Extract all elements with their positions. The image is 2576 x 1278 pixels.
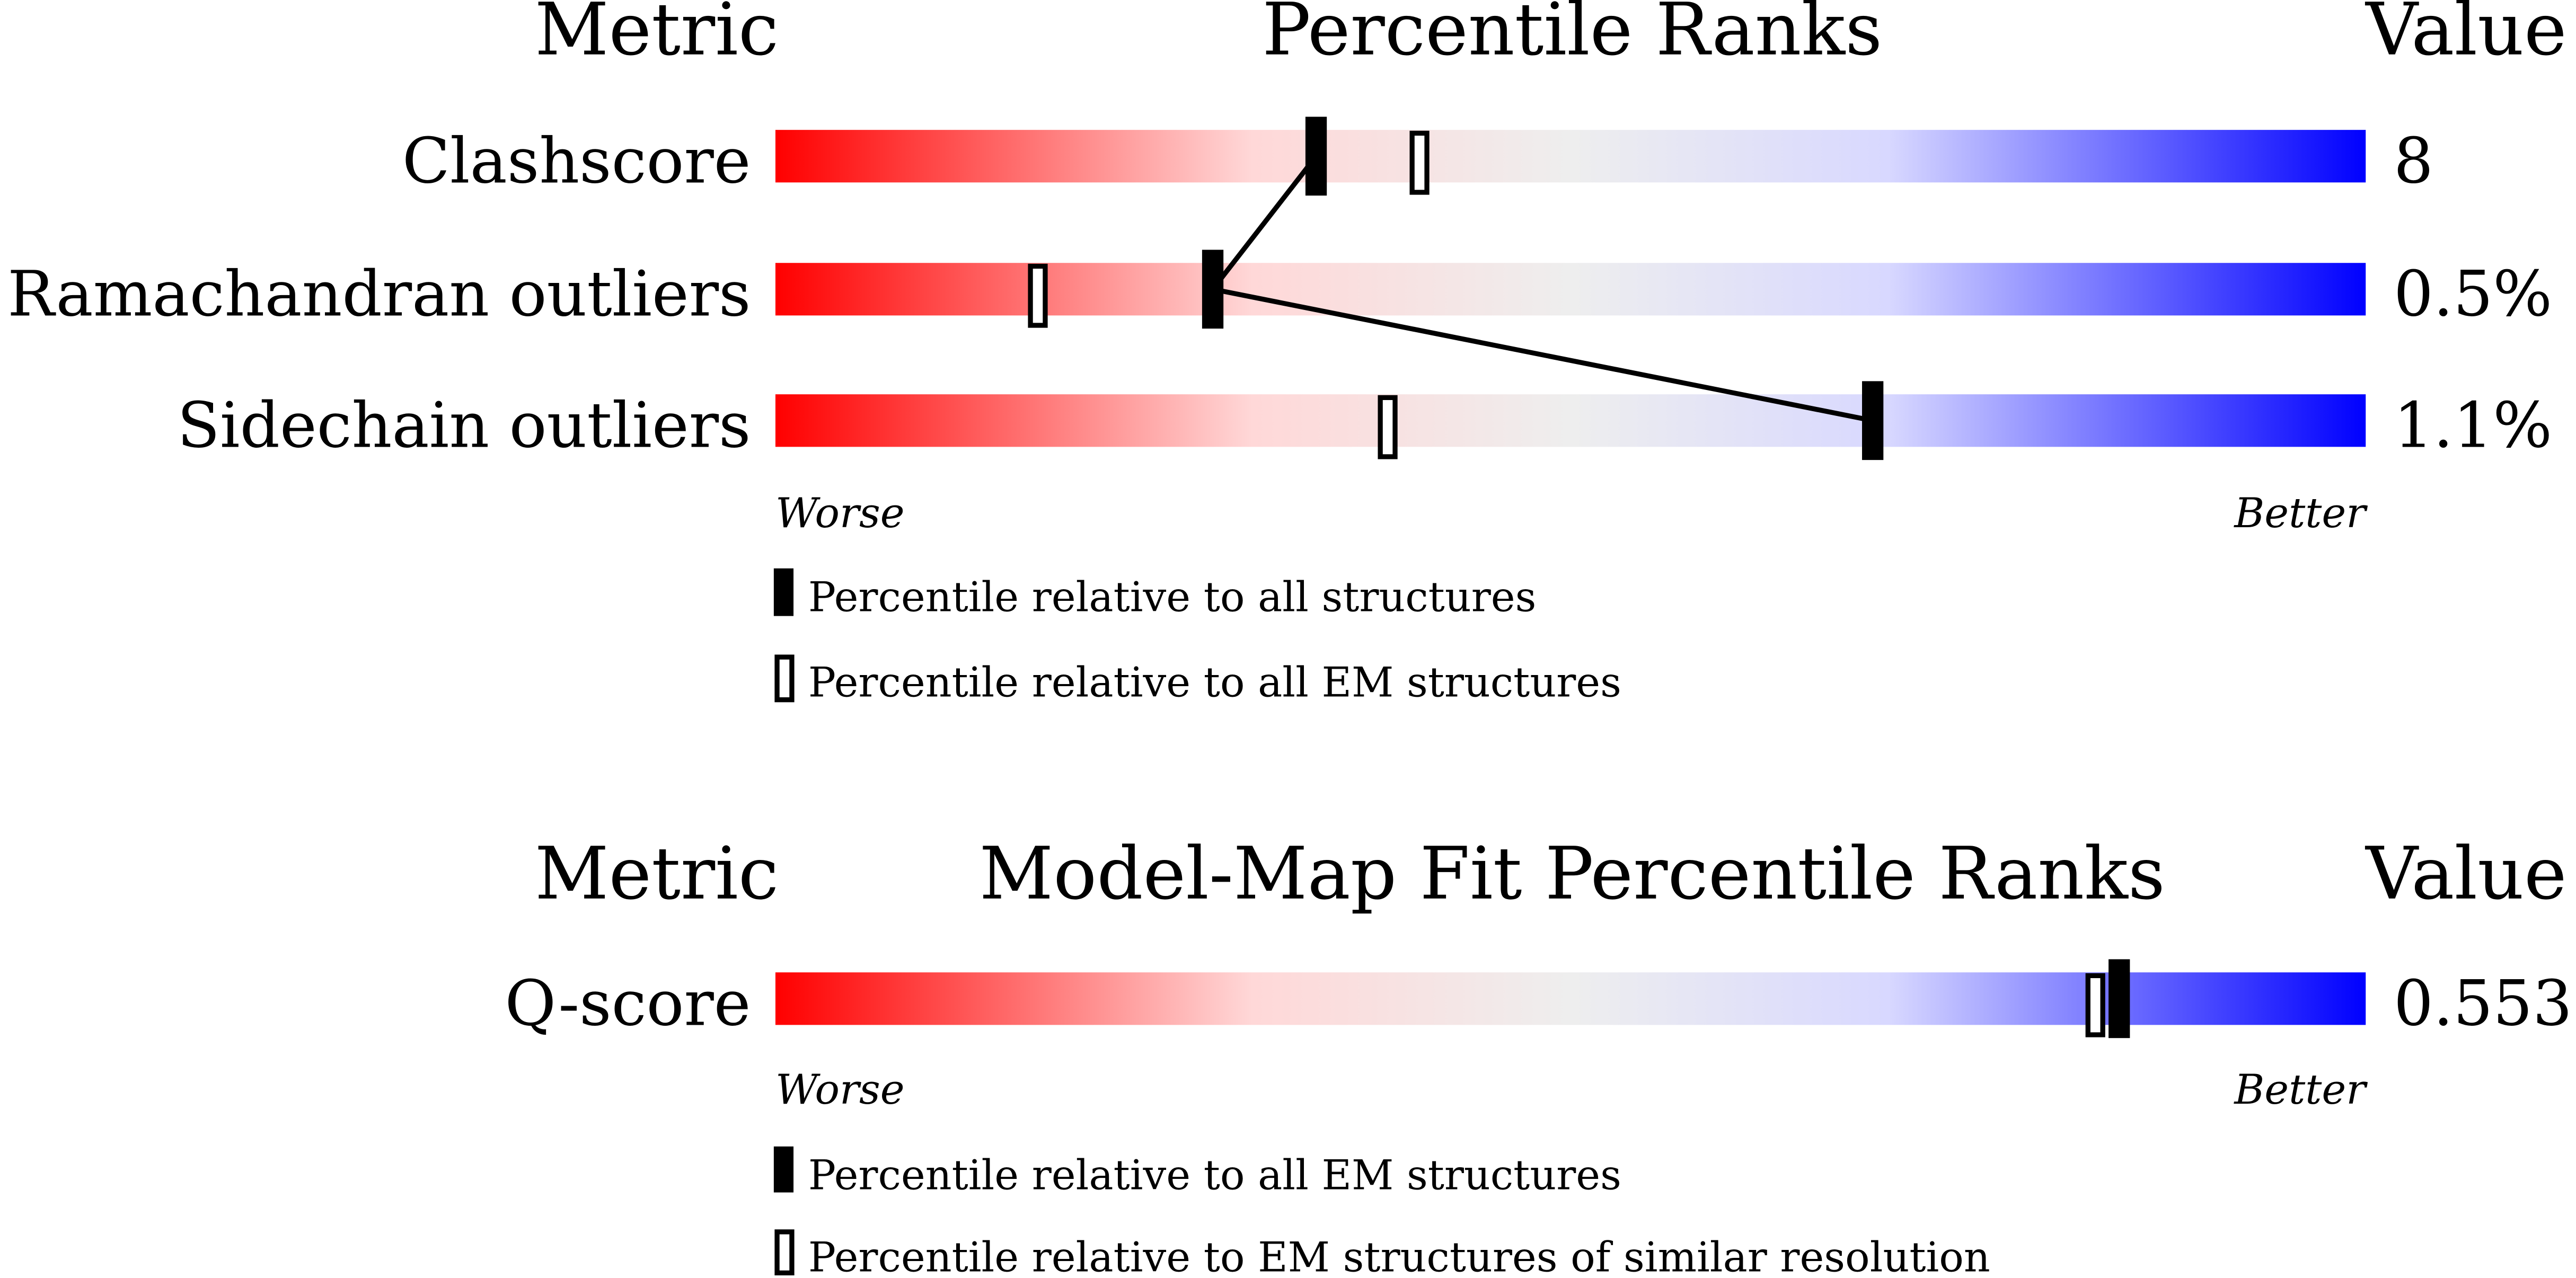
metric-value: 8 bbox=[2394, 125, 2433, 197]
filled-percentile-marker bbox=[2109, 959, 2130, 1039]
header-title: Percentile Ranks bbox=[1262, 0, 1882, 72]
legend-label: Percentile relative to all structures bbox=[808, 573, 1536, 621]
legend-label: Percentile relative to EM structures of … bbox=[808, 1233, 1990, 1278]
panel-percentile-ranks: Metric Percentile Ranks Value Clashscore… bbox=[7, 0, 2567, 706]
filled-percentile-marker bbox=[1305, 117, 1327, 196]
legend-hollow-marker bbox=[774, 654, 795, 703]
metric-label: Ramachandran outliers bbox=[7, 258, 751, 330]
legend-label: Percentile relative to all EM structures bbox=[808, 1151, 1621, 1199]
header-value: Value bbox=[2365, 832, 2566, 916]
rank-bar bbox=[775, 263, 2366, 316]
rank-bar bbox=[775, 394, 2366, 447]
header-metric: Metric bbox=[535, 0, 779, 72]
metric-value: 0.553 bbox=[2394, 967, 2572, 1040]
axis-label-better: Better bbox=[2233, 490, 2368, 537]
hollow-percentile-marker bbox=[2085, 973, 2105, 1037]
filled-percentile-marker bbox=[1202, 250, 1224, 329]
hollow-percentile-marker bbox=[1409, 130, 1430, 195]
metric-value: 0.5% bbox=[2394, 258, 2552, 330]
legend-filled-marker bbox=[773, 568, 794, 616]
metric-label: Sidechain outliers bbox=[177, 389, 751, 462]
header-value: Value bbox=[2365, 0, 2566, 72]
hollow-percentile-marker bbox=[1028, 263, 1048, 328]
legend-label: Percentile relative to all EM structures bbox=[808, 659, 1621, 706]
axis-label-worse: Worse bbox=[775, 1066, 905, 1114]
rank-bar bbox=[775, 130, 2366, 183]
filled-percentile-marker bbox=[1862, 381, 1884, 460]
legend-filled-marker bbox=[773, 1146, 794, 1193]
panel-model-map-fit: Metric Model-Map Fit Percentile Ranks Va… bbox=[505, 832, 2573, 1278]
rank-markers bbox=[2085, 959, 2130, 1039]
metric-label: Clashscore bbox=[402, 125, 751, 197]
axis-label-better: Better bbox=[2233, 1066, 2368, 1114]
metric-value: 1.1% bbox=[2394, 389, 2552, 462]
legend-hollow-marker bbox=[774, 1229, 795, 1276]
rank-markers bbox=[1028, 117, 1884, 460]
header-metric: Metric bbox=[535, 832, 779, 916]
header-title: Model-Map Fit Percentile Ranks bbox=[980, 832, 2165, 916]
metric-label: Q-score bbox=[505, 967, 751, 1040]
hollow-percentile-marker bbox=[1378, 395, 1398, 459]
axis-label-worse: Worse bbox=[775, 490, 905, 537]
